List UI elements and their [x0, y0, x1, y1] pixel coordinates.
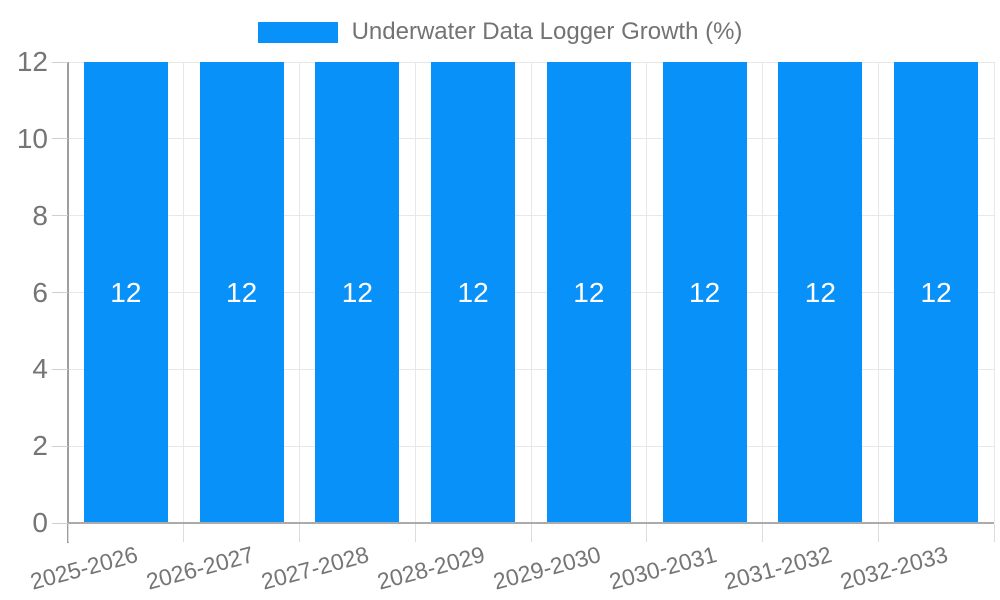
gridline-vertical: [414, 62, 416, 523]
bar: 12: [83, 62, 168, 523]
x-axis-tick-label: 2029-2030: [490, 541, 604, 595]
y-axis-tick-mark: [52, 61, 68, 63]
x-axis-tick-mark: [762, 524, 763, 542]
y-axis-tick-label: 6: [32, 276, 48, 308]
bar: 12: [662, 62, 747, 523]
x-axis-tick-mark: [646, 524, 648, 542]
bar: 12: [778, 62, 863, 523]
plot-area: 12 12 12 12 12 12 12 12: [67, 61, 995, 523]
x-axis-tick-mark: [67, 524, 69, 542]
x-axis-tick-label: 2030-2031: [606, 541, 720, 595]
y-axis-tick-label: 2: [32, 430, 48, 462]
gridline-vertical: [762, 62, 763, 523]
gridline-vertical: [183, 62, 185, 523]
x-axis-tick-mark: [299, 524, 300, 542]
bar: 12: [894, 62, 979, 523]
x-axis-tick-label: 2032-2033: [837, 541, 951, 595]
x-axis-tick-label: 2028-2029: [374, 541, 488, 595]
bar-value-label: 12: [341, 276, 373, 308]
gridline-vertical: [530, 62, 532, 523]
y-axis-tick-label: 10: [16, 122, 48, 154]
legend-label: Underwater Data Logger Growth (%): [351, 18, 743, 45]
gridline-vertical: [993, 62, 995, 523]
x-axis-line: [68, 522, 994, 524]
y-axis-tick-mark: [52, 138, 68, 140]
y-axis-tick-mark: [52, 445, 68, 447]
x-axis-tick-label: 2031-2032: [721, 541, 835, 595]
y-axis-tick-mark: [52, 522, 68, 524]
y-axis-tick-label: 8: [32, 199, 48, 231]
y-axis-line: [66, 62, 69, 543]
x-axis-tick-mark: [530, 524, 532, 542]
bar-value-label: 12: [920, 276, 952, 308]
y-axis-tick-label: 12: [16, 46, 48, 77]
bar-value-label: 12: [804, 276, 836, 308]
bar: 12: [546, 62, 631, 523]
legend-swatch: [257, 21, 338, 43]
bar-value-label: 12: [573, 276, 605, 308]
bar-value-label: 12: [110, 276, 142, 308]
y-axis-tick-mark: [52, 368, 68, 370]
x-axis-tick-label: 2025-2026: [27, 541, 141, 595]
x-axis-tick-label: 2027-2028: [258, 541, 372, 595]
y-axis-tick-label: 0: [32, 507, 48, 538]
x-axis-tick-mark: [414, 524, 416, 542]
y-axis-tick-label: 4: [32, 353, 48, 385]
gridline-vertical: [646, 62, 648, 523]
bar-value-label: 12: [226, 276, 258, 308]
bar-value-label: 12: [689, 276, 721, 308]
x-axis-tick-mark: [183, 524, 185, 542]
bar: 12: [199, 62, 284, 523]
y-axis-tick-mark: [52, 292, 68, 293]
bar: 12: [431, 62, 516, 523]
chart-legend: Underwater Data Logger Growth (%): [0, 19, 1000, 45]
y-axis-tick-mark: [52, 215, 68, 217]
x-axis-tick-label: 2026-2027: [143, 541, 257, 595]
bar-value-label: 12: [457, 276, 489, 308]
x-axis-tick-mark: [877, 524, 879, 542]
x-axis-tick-mark: [993, 524, 995, 542]
bar: 12: [315, 62, 400, 523]
gridline-vertical: [299, 62, 300, 523]
gridline-vertical: [877, 62, 879, 523]
